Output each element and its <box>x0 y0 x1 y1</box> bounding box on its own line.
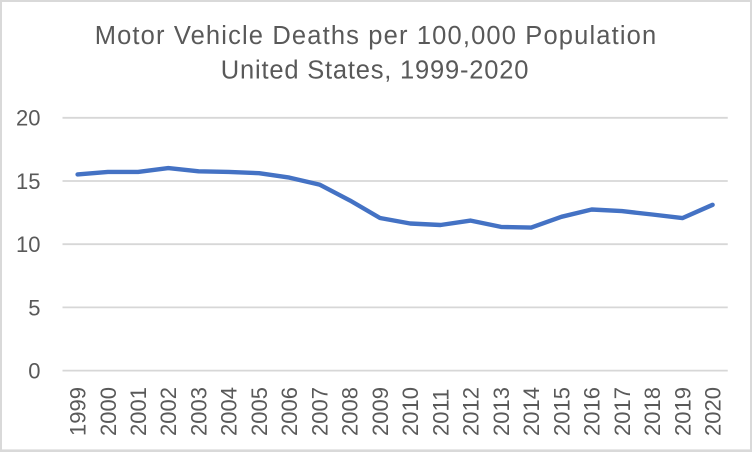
svg-text:2002: 2002 <box>156 387 181 436</box>
svg-text:2013: 2013 <box>489 387 514 436</box>
svg-text:2005: 2005 <box>247 387 272 436</box>
svg-text:2020: 2020 <box>701 387 726 436</box>
svg-text:2016: 2016 <box>580 387 605 436</box>
svg-text:20: 20 <box>16 106 40 131</box>
svg-text:0: 0 <box>28 359 40 384</box>
svg-text:2001: 2001 <box>126 387 151 436</box>
svg-text:2008: 2008 <box>338 387 363 436</box>
svg-text:2019: 2019 <box>670 387 695 436</box>
svg-text:1999: 1999 <box>66 387 91 436</box>
svg-text:15: 15 <box>16 169 40 194</box>
svg-text:2003: 2003 <box>187 387 212 436</box>
svg-text:2011: 2011 <box>428 389 453 436</box>
svg-text:2018: 2018 <box>640 387 665 436</box>
svg-text:2015: 2015 <box>549 387 574 436</box>
svg-text:2017: 2017 <box>610 387 635 436</box>
svg-text:5: 5 <box>28 295 40 320</box>
svg-text:2009: 2009 <box>368 387 393 436</box>
svg-text:10: 10 <box>16 232 40 257</box>
svg-text:2006: 2006 <box>277 387 302 436</box>
svg-text:2004: 2004 <box>217 387 242 436</box>
svg-text:2010: 2010 <box>398 387 423 436</box>
svg-text:2014: 2014 <box>519 387 544 436</box>
svg-text:United States, 1999-2020: United States, 1999-2020 <box>221 56 529 84</box>
svg-text:Motor Vehicle Deaths per 100,0: Motor Vehicle Deaths per 100,000 Populat… <box>95 22 658 50</box>
svg-text:2012: 2012 <box>459 387 484 436</box>
svg-text:2007: 2007 <box>307 387 332 436</box>
svg-text:2000: 2000 <box>96 387 121 436</box>
